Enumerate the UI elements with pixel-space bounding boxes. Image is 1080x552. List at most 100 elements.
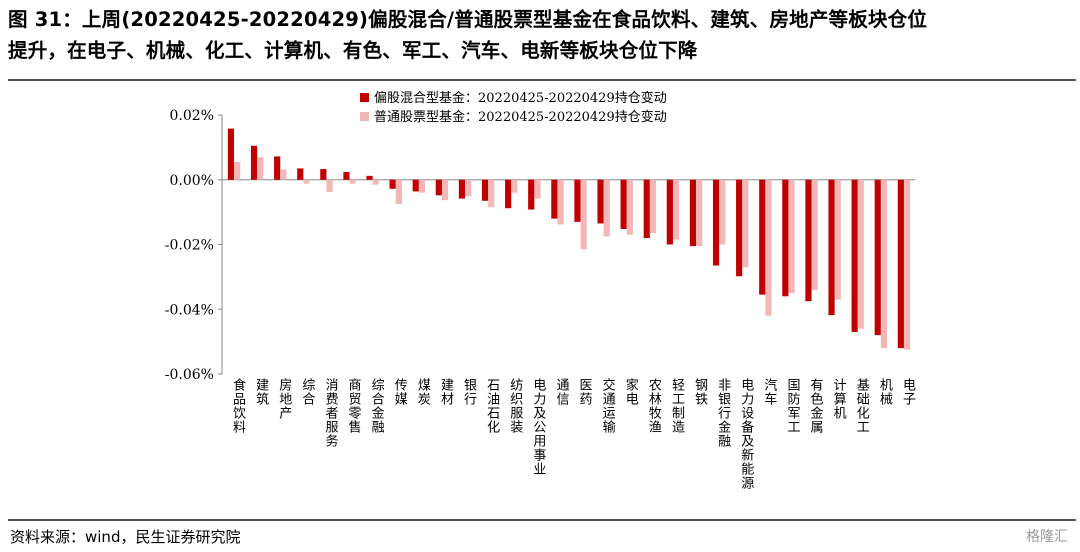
bar-series2 (349, 179, 356, 184)
top-divider (8, 79, 1076, 81)
x-tick-label: 机械 (877, 378, 893, 406)
x-tick-label: 基础化工 (854, 378, 870, 434)
bar-series1 (227, 128, 235, 180)
x-tick-label: 电子 (900, 378, 916, 406)
bar-series1 (759, 179, 766, 295)
x-tick-label: 非银行金融 (715, 378, 731, 448)
x-tick-label: 传媒 (392, 378, 408, 406)
x-tick-label: 石油石化 (484, 378, 500, 434)
bar-series1 (250, 145, 258, 180)
bar-series1 (528, 179, 535, 210)
bar-series1 (597, 179, 604, 224)
bar-series2 (257, 157, 264, 180)
x-tick-label: 消费者服务 (322, 378, 338, 448)
bar-series2 (441, 179, 449, 201)
bar-series2 (395, 179, 402, 205)
bar-series1 (897, 179, 904, 349)
bar-series2 (326, 179, 333, 193)
bar-series2 (903, 179, 911, 350)
x-tick-label: 建筑 (253, 378, 269, 406)
x-tick-label: 商贸零售 (346, 378, 362, 434)
x-tick-label: 煤炭 (415, 378, 431, 406)
legend-label-series1: 偏股混合型基金：20220425-20220429持仓变动 (374, 90, 667, 106)
bar-series2 (580, 179, 587, 250)
x-tick-label: 房地产 (276, 377, 292, 420)
legend-label-series2: 普通股票型基金：20220425-20220429持仓变动 (374, 109, 667, 125)
legend-swatch-series1 (360, 93, 369, 102)
x-tick-label: 有色金属 (808, 378, 824, 434)
bar-series2 (372, 179, 379, 185)
bar-series1 (828, 179, 835, 316)
bar-series1 (274, 156, 281, 180)
y-tick-label: -0.06% (165, 367, 214, 383)
bar-series1 (851, 179, 858, 332)
bar-series2 (765, 179, 772, 316)
bar-series1 (805, 179, 812, 302)
bar-series1 (620, 179, 627, 229)
bar-series2 (649, 179, 657, 234)
bar-series1 (874, 179, 881, 336)
bar-series1 (343, 171, 350, 180)
x-tick-label: 计算机 (831, 378, 847, 420)
bar-series1 (574, 179, 581, 222)
x-tick-label: 钢铁 (692, 378, 708, 406)
bottom-divider (8, 519, 1076, 521)
bar-series2 (719, 179, 726, 245)
x-tick-label: 纺织服装 (507, 378, 523, 434)
bar-series2 (465, 179, 472, 196)
figure-title: 图 31：上周(20220425-20220429)偏股混合/普通股票型基金在食… (8, 4, 1076, 66)
bar-series2 (280, 169, 287, 180)
bar-series1 (320, 169, 327, 180)
y-tick-label: 0.02% (170, 108, 214, 124)
bar-series2 (672, 179, 680, 240)
x-tick-label: 综合 (299, 378, 315, 406)
bar-series1 (297, 168, 304, 180)
x-tick-label: 建材 (438, 378, 454, 406)
bar-series2 (626, 179, 633, 235)
bar-series1 (712, 179, 720, 266)
x-tick-label: 家电 (623, 377, 639, 406)
bar-series2 (603, 179, 610, 237)
bar-series1 (458, 179, 466, 199)
bar-series1 (551, 179, 558, 219)
figure-title-line1: 图 31：上周(20220425-20220429)偏股混合/普通股票型基金在食… (8, 8, 928, 31)
legend-swatch-series2 (360, 112, 369, 121)
bar-series1 (481, 179, 489, 201)
bar-series2 (857, 179, 864, 329)
bar-series2 (696, 179, 703, 247)
bar-series2 (788, 179, 795, 294)
bar-series2 (303, 179, 310, 184)
bar-series1 (643, 179, 650, 239)
figure-title-line2: 提升，在电子、机械、化工、计算机、有色、军工、汽车、电新等板块仓位下降 (8, 39, 698, 62)
bar-series1 (782, 179, 789, 297)
bar-series2 (234, 161, 241, 180)
x-tick-label: 通信 (553, 378, 569, 406)
bar-series1 (366, 175, 373, 180)
y-tick-label: -0.04% (165, 302, 214, 318)
bar-series1 (389, 179, 396, 189)
bar-series1 (435, 179, 442, 196)
bar-series2 (488, 179, 495, 208)
x-tick-label: 电力及公用事业 (530, 378, 546, 476)
bar-series2 (534, 179, 541, 199)
bar-series2 (511, 179, 518, 193)
source-note: 资料来源：wind，民生证券研究院 (10, 528, 241, 546)
bar-series1 (505, 179, 512, 209)
bar-series2 (418, 179, 426, 193)
x-tick-label: 综合金融 (369, 378, 385, 434)
x-tick-label: 国防军工 (784, 378, 800, 434)
y-tick-label: 0.00% (170, 173, 214, 189)
watermark-logo: 格隆汇 (1026, 529, 1068, 545)
bar-series2 (834, 179, 841, 300)
bar-series1 (412, 179, 419, 192)
bar-series2 (742, 179, 749, 268)
bar-series1 (666, 179, 673, 245)
x-tick-label: 农林牧渔 (646, 378, 662, 434)
x-tick-label: 电力设备及新能源 (738, 378, 754, 490)
bar-series2 (880, 179, 888, 349)
bar-series1 (736, 179, 743, 277)
bar-series2 (557, 179, 564, 225)
x-tick-label: 医药 (577, 378, 593, 406)
bar-series2 (811, 179, 818, 290)
